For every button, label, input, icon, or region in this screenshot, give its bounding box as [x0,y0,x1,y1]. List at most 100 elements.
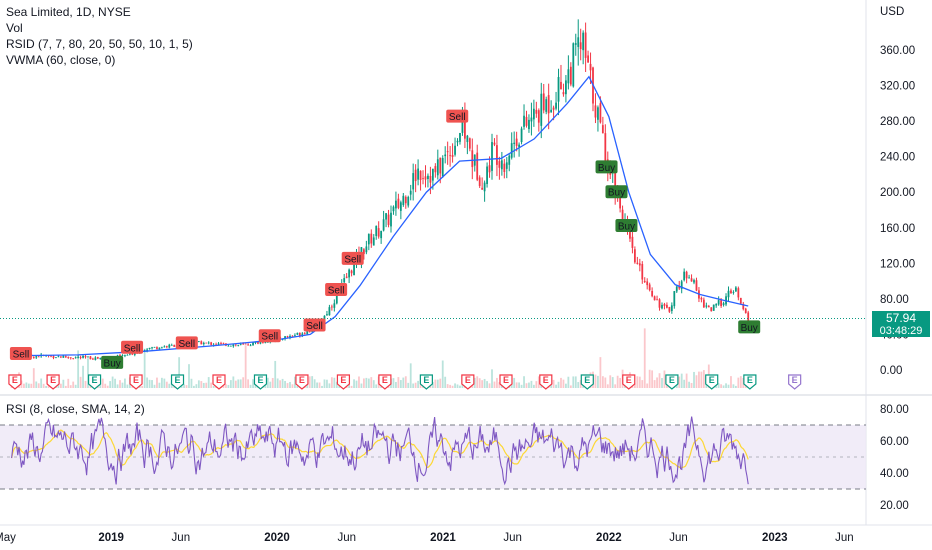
earnings-marker[interactable]: E [336,374,351,390]
volume-bar [537,376,540,388]
earnings-marker[interactable]: E [212,374,226,390]
earnings-marker[interactable]: E [170,374,185,390]
volume-bar [518,382,521,388]
signal-box [446,109,469,123]
volume-bar [496,377,498,388]
earnings-icon [665,374,679,390]
candle-body [631,236,634,248]
volume-bar [32,368,35,388]
candle-body [744,308,747,314]
volume-bar [244,345,247,388]
volume-bar [109,381,112,388]
volume-bar [353,379,355,388]
earnings-icon [743,374,757,390]
buy-signal[interactable]: Buy [605,185,628,199]
earnings-marker[interactable]: E [253,374,268,390]
rsi-tick-label: 60.00 [880,436,909,448]
time-tick-label: Jun [503,532,522,544]
sell-signal[interactable]: Sell [9,347,32,361]
volume-bar [597,375,599,388]
sell-signal[interactable]: Sell [446,109,469,124]
earnings-marker[interactable]: E [499,374,513,390]
sell-signal[interactable]: Sell [258,329,281,343]
sell-signal[interactable]: Sell [341,251,364,266]
buy-signal[interactable]: Buy [738,320,761,334]
earnings-label: E [747,375,753,385]
candle-body [707,305,710,308]
candle-body [257,342,259,344]
volume-bar [481,380,484,388]
candle-body [96,357,99,359]
candle-body [412,173,415,190]
earnings-marker[interactable]: E [622,374,636,390]
earnings-marker[interactable]: E [788,374,802,390]
volume-bar [454,383,456,388]
earnings-marker[interactable]: E [580,374,594,390]
buy-signal[interactable]: Buy [615,219,638,233]
earnings-marker[interactable]: E [665,374,679,390]
candle-body [249,345,252,347]
sell-signal[interactable]: Sell [325,283,348,297]
price-axis[interactable]: USD0.0040.0080.00120.00160.00200.00240.0… [880,6,915,377]
volume-bar [316,382,318,388]
earnings-icon [788,374,802,390]
candle-body [333,303,336,308]
candle-body [451,155,454,157]
candle-body [67,356,70,358]
indicator-vol[interactable]: Vol [6,21,23,35]
earnings-marker[interactable]: E [295,374,309,390]
volume-bar [557,381,560,388]
earnings-marker[interactable]: E [705,374,719,390]
rsi-axis[interactable]: 20.00 40.00 60.00 80.00 [880,404,909,512]
volume-bar [599,357,602,388]
earnings-marker[interactable]: E [87,374,102,390]
time-axis[interactable]: May 2019 Jun 2020 Jun 2021 Jun 2022 Jun 2023 Jun [0,524,932,544]
sell-signal[interactable]: Sell [121,340,144,355]
candle-body [404,196,407,204]
currency-label: USD [880,6,904,18]
earnings-marker[interactable]: E [419,374,433,390]
volume-bar [247,379,250,388]
candle-body [481,187,484,190]
earnings-icon [580,374,594,390]
candle-body [648,284,651,291]
candle-body [77,356,80,358]
earnings-marker[interactable]: E [129,374,143,390]
candle-body [232,344,235,347]
sell-signal[interactable]: Sell [303,318,326,333]
rsi-title[interactable]: RSI (8, close, SMA, 14, 2) [6,402,145,416]
earnings-marker[interactable]: E [8,374,22,390]
volume-bar [143,348,146,388]
candle-body [385,213,387,220]
buy-signal[interactable]: Buy [101,355,124,370]
candle-body [496,145,498,165]
earnings-marker[interactable]: E [743,374,757,390]
candlestick-series [10,19,750,362]
earnings-marker[interactable]: E [461,374,475,390]
volume-bar [355,380,358,388]
buy-signal[interactable]: Buy [595,160,618,174]
volume-bar [680,373,683,388]
volume-bar [491,369,493,388]
candle-body [306,330,309,335]
volume-bar [510,382,513,388]
earnings-marker[interactable]: E [378,374,392,390]
candle-body [370,233,373,244]
candle-body [680,281,683,289]
candle-body [261,342,264,344]
earnings-marker[interactable]: E [46,374,60,390]
candle-body [119,355,121,357]
volume-bar [461,383,464,388]
candle-body [675,286,678,292]
signal-label: Sell [449,112,466,123]
earnings-marker[interactable]: E [539,374,553,390]
chart-title[interactable]: Sea Limited, 1D, NYSE [6,5,131,19]
indicator-rsid[interactable]: RSID (7, 7, 80, 20, 50, 50, 10, 1, 5) [6,37,193,51]
indicator-vwma[interactable]: VWMA (60, close, 0) [6,53,116,67]
volume-bar [653,380,656,388]
candle-body [419,170,422,181]
sell-signal[interactable]: Sell [175,336,198,350]
